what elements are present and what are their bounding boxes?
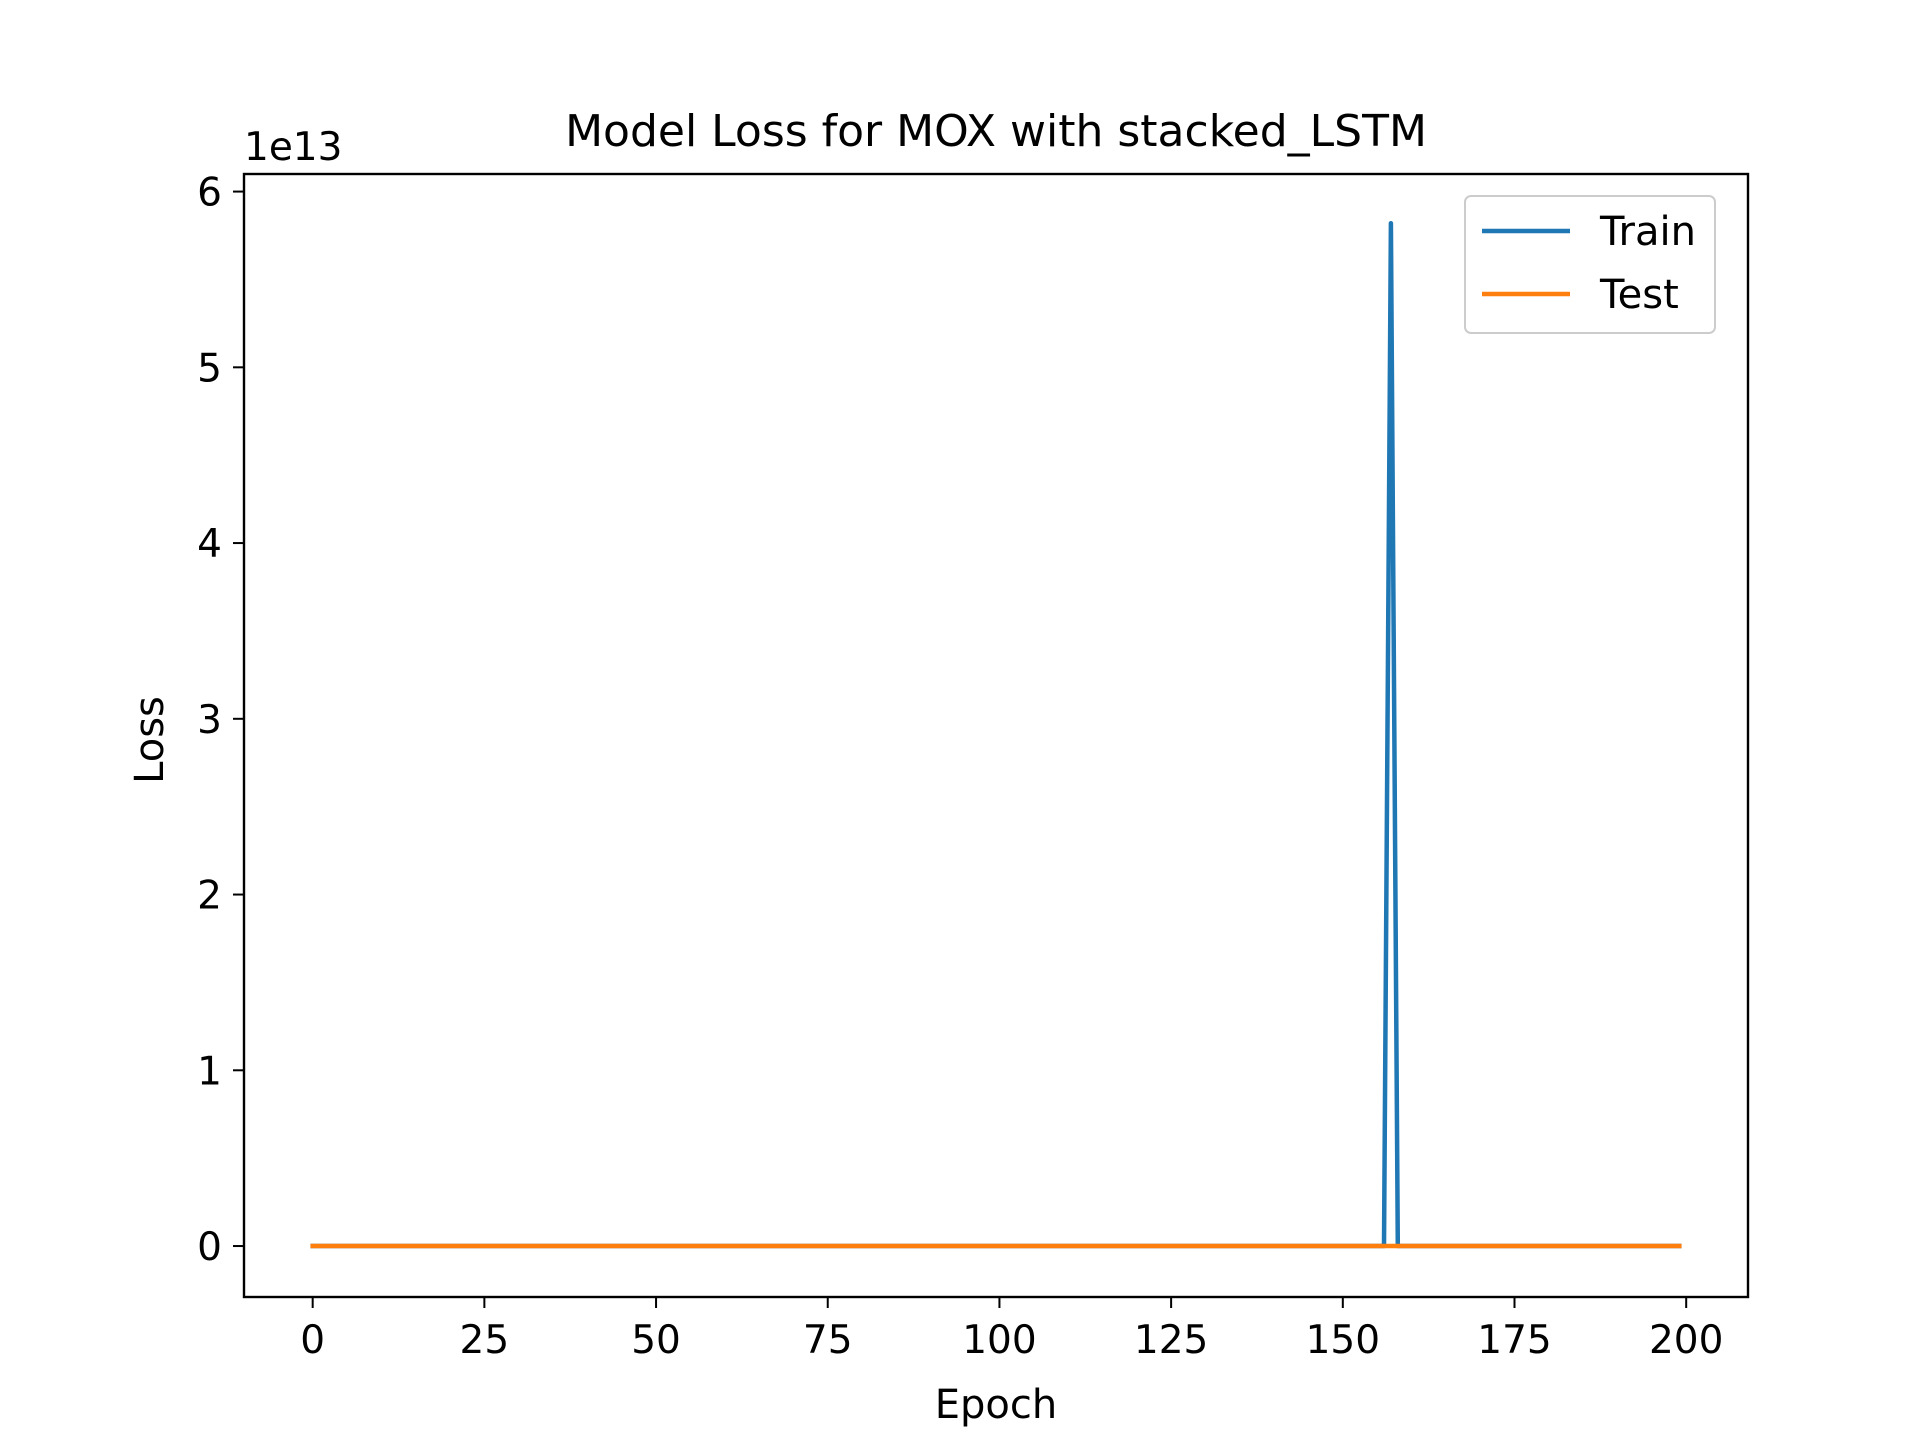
y-tick-label: 4 bbox=[197, 522, 222, 567]
series-layer bbox=[310, 220, 1682, 1249]
x-axis-ticks: 0 25 50 75 100 125 150 175 200 bbox=[300, 1297, 1723, 1363]
x-tick-label: 50 bbox=[631, 1318, 681, 1363]
x-tick-label: 0 bbox=[300, 1318, 325, 1363]
y-tick-label: 6 bbox=[197, 171, 222, 216]
y-axis-offset-label: 1e13 bbox=[244, 125, 342, 170]
plot-area-frame bbox=[242, 172, 1750, 1299]
x-tick-label: 200 bbox=[1649, 1318, 1723, 1363]
x-tick-label: 125 bbox=[1134, 1318, 1208, 1363]
y-tick-label: 2 bbox=[197, 874, 222, 919]
x-axis-label: Epoch bbox=[935, 1382, 1057, 1428]
x-tick-label: 25 bbox=[460, 1318, 510, 1363]
y-tick-label: 1 bbox=[197, 1049, 222, 1094]
y-tick-label: 0 bbox=[197, 1225, 222, 1270]
legend-label-test: Test bbox=[1599, 272, 1679, 318]
x-tick-label: 75 bbox=[803, 1318, 853, 1363]
y-axis-label: Loss bbox=[127, 696, 173, 784]
y-axis-ticks: 0 1 2 3 4 5 6 bbox=[197, 171, 244, 1270]
legend: Train Test bbox=[1464, 195, 1716, 334]
x-tick-label: 175 bbox=[1477, 1318, 1551, 1363]
legend-label-train: Train bbox=[1599, 209, 1696, 255]
x-tick-label: 150 bbox=[1306, 1318, 1380, 1363]
x-tick-label: 100 bbox=[962, 1318, 1036, 1363]
y-tick-label: 5 bbox=[197, 346, 222, 391]
chart-title: Model Loss for MOX with stacked_LSTM bbox=[565, 106, 1427, 157]
y-tick-label: 3 bbox=[197, 698, 222, 743]
